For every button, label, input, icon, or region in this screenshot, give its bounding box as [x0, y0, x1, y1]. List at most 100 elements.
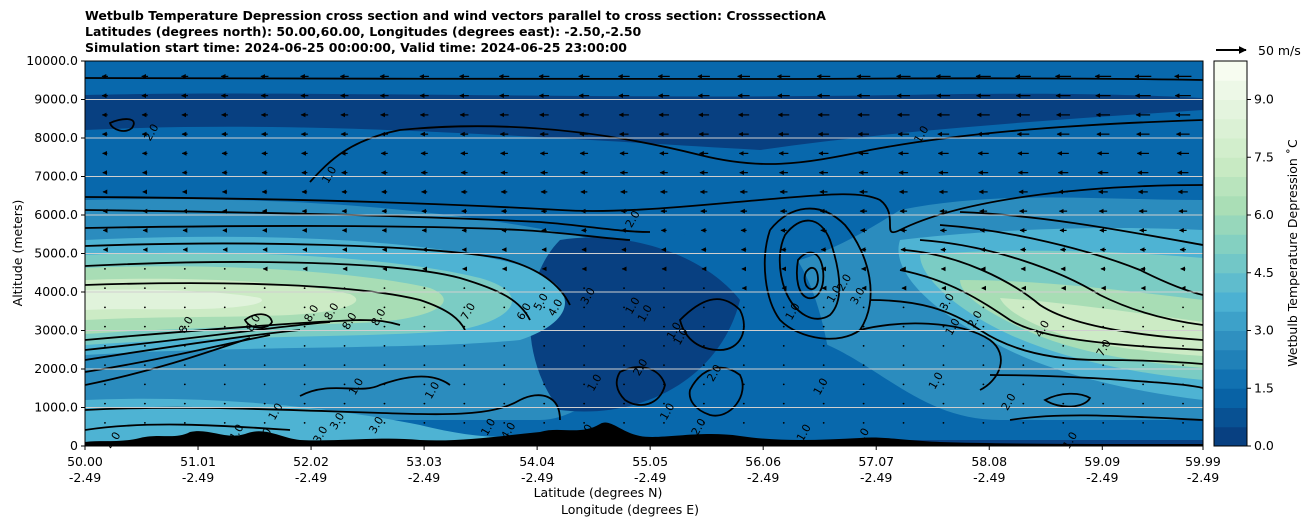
wind-vector [663, 287, 665, 290]
wind-vector [183, 364, 186, 367]
wind-vector [383, 306, 386, 309]
wind-vector [143, 325, 146, 328]
colorbar-tick-label: 0.0 [1254, 438, 1274, 453]
wind-key: 50 m/s [1216, 43, 1301, 58]
wind-key-label: 50 m/s [1258, 43, 1301, 58]
grid-lines [85, 99, 1203, 408]
colorbar-band [1214, 176, 1247, 197]
wind-vector [383, 325, 386, 328]
wind-vector [463, 306, 466, 309]
contour-line [85, 184, 1203, 233]
chart-title: Wetbulb Temperature Depression cross sec… [85, 8, 826, 56]
wind-vector [862, 422, 865, 424]
wind-vector [223, 325, 226, 328]
wind-vector [1062, 402, 1065, 405]
wind-vector [183, 402, 186, 405]
wind-vector [104, 287, 106, 290]
wind-vector [1182, 383, 1184, 386]
wind-vector [423, 306, 426, 309]
wind-vector [623, 364, 625, 367]
contour-line [778, 219, 841, 320]
wind-vector [423, 345, 426, 347]
contour-line [243, 313, 273, 329]
wind-vector [143, 287, 146, 290]
contour-line [85, 209, 651, 233]
wind-vector [782, 364, 785, 367]
wind-vector [623, 325, 625, 328]
y-tick-label: 2000.0 [34, 361, 78, 376]
wind-vector [104, 306, 106, 309]
wind-vector [104, 268, 106, 270]
wind-vector [902, 383, 905, 386]
colorbar-band [1214, 138, 1247, 158]
wind-vector [1022, 422, 1025, 424]
wind-vector [782, 402, 785, 405]
wind-vector [343, 306, 346, 309]
wind-vector [343, 325, 346, 328]
wind-vector [742, 345, 745, 347]
wind-vector [1182, 306, 1184, 309]
wind-vector [223, 383, 226, 386]
wind-vector [822, 325, 825, 328]
wind-vector [742, 383, 745, 386]
wind-vector [623, 345, 625, 347]
wind-vector [902, 306, 905, 309]
wind-vector [663, 306, 665, 309]
wind-vector [1062, 422, 1065, 424]
wind-vector [263, 383, 266, 386]
y-tick-label: 10000.0 [26, 53, 78, 68]
contour-line [85, 337, 251, 386]
wind-vector [1022, 364, 1025, 367]
wind-vector [263, 402, 266, 405]
contour-line [108, 118, 135, 132]
wind-vector [663, 383, 665, 386]
wind-vector [543, 306, 546, 309]
wind-vector [104, 364, 106, 367]
wind-vector [822, 422, 825, 424]
wind-vector [503, 306, 506, 309]
wind-vector [702, 345, 705, 347]
wind-vector [223, 422, 226, 424]
terrain [85, 422, 1203, 446]
wind-vector [1102, 325, 1105, 328]
contour-line [299, 375, 451, 397]
wind-vector [1022, 402, 1025, 405]
contour-line [85, 423, 291, 431]
colorbar-band [1214, 118, 1247, 139]
x-tick-label-lat: 51.01 [180, 454, 216, 469]
colorbar-band [1214, 272, 1247, 293]
y-axis: 0 1000.0 2000.0 3000.0 4000.0 5000.0 6000.0 700… [26, 53, 85, 453]
contour-line [1009, 414, 1203, 421]
wind-vector [702, 402, 705, 405]
wind-vector [663, 422, 665, 424]
wind-vector [702, 422, 705, 424]
colorbar-tick-label: 7.5 [1254, 149, 1274, 164]
wind-vector [742, 364, 745, 367]
wind-vector [1182, 364, 1184, 367]
wind-vector [503, 422, 506, 424]
wind-vector [623, 306, 625, 309]
wind-vector [463, 345, 466, 347]
contour-line [85, 261, 531, 321]
colorbar-band [1214, 330, 1247, 351]
colorbar-tick-label: 1.5 [1254, 380, 1274, 395]
wind-vector [143, 268, 146, 270]
wind-vector [862, 325, 865, 328]
wind-vector [982, 306, 985, 309]
wind-vector [463, 383, 466, 386]
contour-line [309, 119, 1203, 183]
wind-vector [463, 422, 466, 424]
wind-vector [742, 306, 745, 309]
plot-area [85, 61, 1203, 446]
colorbar-band [1214, 292, 1247, 312]
y-tick-label: 1000.0 [34, 400, 78, 415]
wind-vector [183, 287, 186, 290]
wind-vector [862, 383, 865, 386]
wind-vector [183, 325, 186, 328]
wind-vector [1142, 402, 1145, 405]
x-tick-label-lat: 56.06 [745, 454, 781, 469]
wind-vector [423, 422, 426, 424]
y-tick-label: 3000.0 [34, 323, 78, 338]
wind-vector [583, 325, 586, 328]
colorbar-tick-label: 6.0 [1254, 207, 1274, 222]
